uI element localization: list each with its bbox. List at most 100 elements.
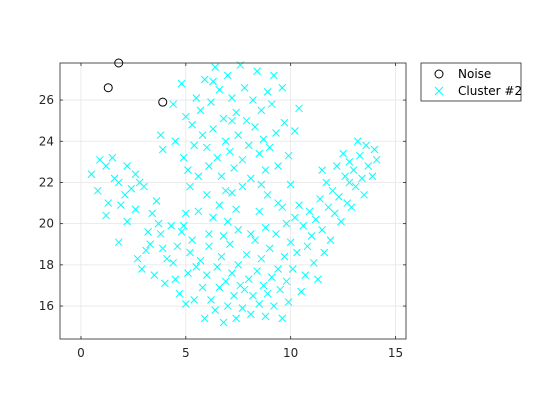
cluster-point	[209, 77, 217, 86]
cluster-point	[217, 252, 226, 261]
cluster-point	[137, 265, 146, 273]
cluster-point	[202, 271, 211, 280]
axis-ticks: 0 5 10 15 16 18 20 22 24 26	[39, 63, 406, 360]
cluster-point	[345, 178, 354, 187]
cluster-point	[339, 149, 347, 158]
cluster-point	[274, 199, 282, 207]
cluster-point	[131, 205, 140, 214]
cluster-point	[127, 184, 136, 193]
cluster-point	[240, 83, 249, 92]
cluster-point	[364, 162, 373, 170]
cluster-point	[349, 166, 358, 174]
cluster-point	[158, 244, 167, 253]
cluster-point	[114, 238, 123, 247]
cluster-point	[196, 106, 205, 115]
cluster-point	[211, 306, 220, 315]
cluster-point	[272, 230, 280, 238]
cluster-point	[131, 170, 140, 179]
cluster-point	[255, 149, 264, 158]
cluster-point	[370, 145, 379, 154]
cluster-point	[259, 281, 268, 290]
cluster-point	[207, 296, 215, 304]
cluster-point	[93, 186, 102, 195]
cluster-point	[209, 213, 217, 222]
cluster-point	[179, 153, 188, 162]
cluster-point	[246, 174, 255, 183]
cluster-point	[261, 312, 270, 321]
cluster-point	[238, 304, 247, 312]
cluster-point	[95, 155, 104, 164]
cluster-point	[175, 289, 184, 298]
cluster-point	[146, 240, 155, 249]
cluster-point	[230, 164, 238, 172]
cluster-point	[215, 85, 224, 94]
cluster-point	[232, 108, 240, 117]
cluster-point	[123, 217, 131, 226]
cluster-point	[293, 248, 301, 257]
cluster-point	[121, 190, 129, 199]
cluster-point	[207, 98, 215, 106]
cluster-point	[286, 238, 295, 247]
cluster-point	[228, 116, 236, 125]
cluster-point	[328, 186, 337, 195]
cluster-point	[186, 248, 194, 257]
cluster-point	[295, 201, 303, 209]
cluster-point	[232, 314, 240, 323]
cluster-point	[295, 104, 303, 113]
cluster-point	[213, 263, 222, 271]
cluster-point	[152, 197, 161, 205]
cluster-point	[184, 269, 192, 277]
cluster-point	[156, 230, 165, 238]
cluster-point	[299, 221, 308, 230]
cluster-point	[282, 219, 291, 228]
legend-noise-marker	[434, 69, 444, 79]
cluster-point	[330, 209, 339, 218]
cluster-point	[257, 180, 266, 189]
cluster-point	[221, 277, 230, 286]
cluster-point	[244, 275, 253, 284]
cluster-point	[160, 279, 169, 288]
y-tick-label: 26	[39, 93, 54, 107]
cluster-point	[200, 75, 209, 84]
cluster-point	[148, 209, 157, 218]
cluster-point	[209, 125, 217, 133]
cluster-point	[200, 314, 209, 323]
y-tick-label: 16	[39, 299, 54, 313]
cluster-point	[150, 271, 159, 280]
cluster-point	[326, 236, 335, 244]
legend: Noise Cluster #2	[420, 62, 522, 102]
cluster-point	[196, 256, 205, 265]
cluster-point	[114, 178, 123, 187]
cluster-point	[270, 71, 278, 80]
cluster-point	[181, 112, 190, 121]
cluster-point	[219, 318, 228, 327]
cluster-point	[205, 230, 213, 238]
cluster-point	[278, 314, 287, 323]
x-tick-label: 0	[77, 346, 85, 360]
cluster-point	[263, 289, 272, 298]
cluster-point	[215, 201, 224, 209]
cluster-point	[102, 162, 110, 170]
cluster-point	[205, 162, 213, 170]
cluster-point	[307, 232, 316, 240]
cluster-point	[246, 310, 255, 319]
cluster-point	[234, 225, 243, 234]
cluster-point	[280, 118, 289, 127]
cluster-point	[320, 248, 329, 257]
cluster-point	[221, 186, 230, 195]
y-tick-label: 24	[39, 134, 54, 148]
cluster-point	[270, 302, 278, 310]
legend-cluster-marker	[434, 86, 444, 96]
legend-noise-label: Noise	[458, 67, 491, 81]
cluster-point	[318, 225, 326, 234]
cluster-point	[181, 209, 190, 218]
legend-box	[420, 62, 522, 102]
cluster-point	[238, 155, 247, 164]
cluster-point	[188, 120, 196, 129]
cluster-point	[142, 246, 150, 255]
cluster-point	[242, 116, 251, 125]
cluster-point	[177, 79, 186, 88]
cluster-point	[158, 145, 167, 154]
cluster-point	[223, 302, 232, 310]
cluster-point	[341, 172, 350, 181]
